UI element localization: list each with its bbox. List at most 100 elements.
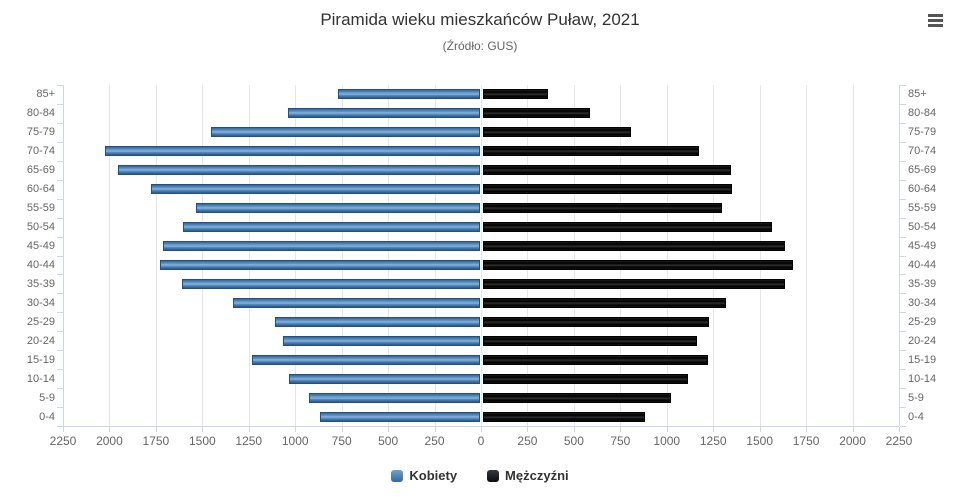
y-axis-tick-right: [900, 236, 906, 238]
chart-title: Piramida wieku mieszkańców Puław, 2021: [320, 10, 640, 29]
gridline: [481, 85, 482, 426]
x-tick-label: 250: [517, 434, 538, 448]
y-axis-tick-right: [900, 369, 906, 371]
x-axis-tick: [63, 427, 64, 432]
y-axis-tick-left: [57, 293, 63, 295]
y-axis-tick-right: [900, 179, 906, 181]
bar-mezczyzni[interactable]: [483, 354, 708, 365]
bar-mezczyzni[interactable]: [483, 89, 549, 100]
x-tick-label: 750: [331, 434, 352, 448]
category-label-left: 25-29: [26, 315, 55, 328]
y-axis-tick-left: [57, 236, 63, 238]
bar-mezczyzni[interactable]: [483, 165, 731, 176]
y-axis-tick-left: [57, 369, 63, 371]
category-label-left: 40-44: [26, 258, 55, 271]
category-label-right: 40-44: [908, 258, 937, 271]
bar-kobiety[interactable]: [182, 222, 480, 233]
bar-kobiety[interactable]: [252, 354, 480, 365]
category-label-right: 30-34: [908, 296, 937, 309]
bar-kobiety[interactable]: [104, 146, 480, 157]
x-tick-label: 2250: [885, 434, 913, 448]
bar-mezczyzni[interactable]: [483, 184, 732, 195]
category-label-right: 35-39: [908, 277, 937, 290]
bar-mezczyzni[interactable]: [483, 108, 590, 119]
x-axis-tick: [295, 427, 297, 432]
x-axis-tick: [666, 427, 668, 432]
legend-item-kobiety[interactable]: Kobiety: [391, 468, 457, 483]
x-axis-tick: [852, 427, 854, 432]
export-menu-button[interactable]: [922, 8, 948, 32]
x-tick-label: 750: [610, 434, 631, 448]
y-axis-tick-right: [900, 312, 906, 314]
legend-item-mezczyzni[interactable]: Mężczyźni: [487, 468, 569, 483]
bar-mezczyzni[interactable]: [483, 259, 794, 270]
x-axis-tick: [109, 427, 111, 432]
gridline: [388, 85, 390, 426]
bar-mezczyzni[interactable]: [483, 203, 722, 214]
y-axis-tick-left: [57, 312, 63, 314]
bar-mezczyzni[interactable]: [483, 297, 727, 308]
bar-kobiety[interactable]: [288, 373, 480, 384]
y-axis-tick-left: [57, 141, 63, 143]
bar-mezczyzni[interactable]: [483, 146, 700, 157]
bar-kobiety[interactable]: [151, 184, 480, 195]
bar-mezczyzni[interactable]: [483, 316, 709, 327]
bar-kobiety[interactable]: [287, 108, 480, 119]
category-label-right: 0-4: [908, 410, 924, 423]
x-tick-label: 1500: [188, 434, 216, 448]
x-axis-tick: [527, 427, 529, 432]
bar-kobiety[interactable]: [274, 316, 480, 327]
category-label-left: 70-74: [26, 145, 55, 158]
y-axis-tick-right: [900, 217, 906, 219]
bar-kobiety[interactable]: [163, 241, 480, 252]
bar-kobiety[interactable]: [320, 411, 480, 422]
category-label-left: 45-49: [26, 240, 55, 253]
category-label-left: 30-34: [26, 296, 55, 309]
x-axis-tick: [899, 427, 900, 432]
bar-kobiety[interactable]: [232, 297, 480, 308]
legend: Kobiety Mężczyźni: [0, 468, 960, 483]
bar-kobiety[interactable]: [117, 165, 480, 176]
category-label-left: 0-4: [39, 410, 55, 423]
bar-mezczyzni[interactable]: [483, 222, 772, 233]
y-axis-line-right: [899, 85, 900, 426]
bar-mezczyzni[interactable]: [483, 278, 785, 289]
category-label-left: 15-19: [26, 353, 55, 366]
category-label-left: 60-64: [26, 183, 55, 196]
x-axis-tick: [713, 427, 715, 432]
bar-kobiety[interactable]: [337, 89, 480, 100]
bar-mezczyzni[interactable]: [483, 373, 689, 384]
category-label-left: 75-79: [26, 126, 55, 139]
gridline: [341, 85, 343, 426]
y-axis-tick-right: [900, 350, 906, 352]
bar-kobiety[interactable]: [160, 259, 480, 270]
y-axis-tick-right: [900, 122, 906, 124]
bar-kobiety[interactable]: [195, 203, 480, 214]
bar-kobiety[interactable]: [181, 278, 480, 289]
y-axis-tick-right: [900, 274, 906, 276]
x-axis-tick: [481, 427, 482, 432]
category-label-right: 65-69: [908, 164, 937, 177]
bar-mezczyzni[interactable]: [483, 392, 671, 403]
legend-swatch-mezczyzni: [487, 469, 500, 482]
hamburger-icon: [925, 13, 945, 27]
category-label-right: 70-74: [908, 145, 937, 158]
category-label-right: 15-19: [908, 353, 937, 366]
bar-kobiety[interactable]: [210, 127, 480, 138]
category-label-left: 5-9: [39, 391, 55, 404]
x-tick-label: 1500: [746, 434, 773, 448]
gridline: [109, 85, 111, 426]
gridline: [295, 85, 297, 426]
bar-mezczyzni[interactable]: [483, 241, 785, 252]
bar-mezczyzni[interactable]: [483, 411, 645, 422]
x-axis-tick: [620, 427, 622, 432]
category-label-right: 85+: [908, 88, 927, 101]
bar-mezczyzni[interactable]: [483, 127, 631, 138]
bar-kobiety[interactable]: [283, 335, 480, 346]
bar-mezczyzni[interactable]: [483, 335, 697, 346]
bar-kobiety[interactable]: [309, 392, 480, 403]
category-label-left: 55-59: [26, 202, 55, 215]
y-axis-tick-left: [57, 388, 63, 390]
category-label-right: 50-54: [908, 221, 937, 234]
